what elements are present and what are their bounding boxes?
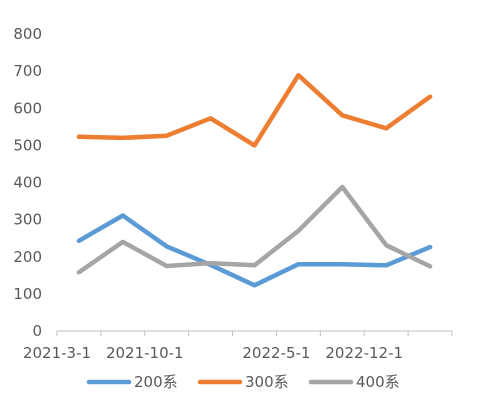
legend: 200系 300系 400系	[86, 373, 400, 391]
y-axis: 0 100 200 300 400 500 600 700 800	[13, 25, 42, 340]
y-tick-label: 500	[13, 136, 42, 154]
y-tick-label: 300	[13, 211, 42, 229]
legend-label: 400系	[356, 373, 400, 391]
series-lines	[76, 72, 433, 288]
legend-label: 200系	[134, 373, 178, 391]
y-tick-label: 200	[13, 248, 42, 266]
y-tick-label: 700	[13, 62, 42, 80]
x-axis: 2021-3-1 2021-10-1 2022-5-1 2022-12-1	[23, 330, 453, 362]
x-tick-label: 2021-3-1	[23, 344, 91, 362]
series-line-300系	[76, 72, 433, 148]
y-tick-label: 400	[13, 174, 42, 192]
x-tick-label: 2022-12-1	[325, 344, 403, 362]
x-tick-label: 2021-10-1	[106, 344, 184, 362]
series-line-200系	[76, 213, 433, 288]
legend-label: 300系	[245, 373, 289, 391]
y-tick-label: 100	[13, 285, 42, 303]
y-tick-label: 0	[32, 322, 42, 340]
y-tick-label: 600	[13, 99, 42, 117]
y-tick-label: 800	[13, 25, 42, 43]
series-line-400系	[76, 184, 433, 275]
x-tick-label: 2022-5-1	[242, 344, 310, 362]
